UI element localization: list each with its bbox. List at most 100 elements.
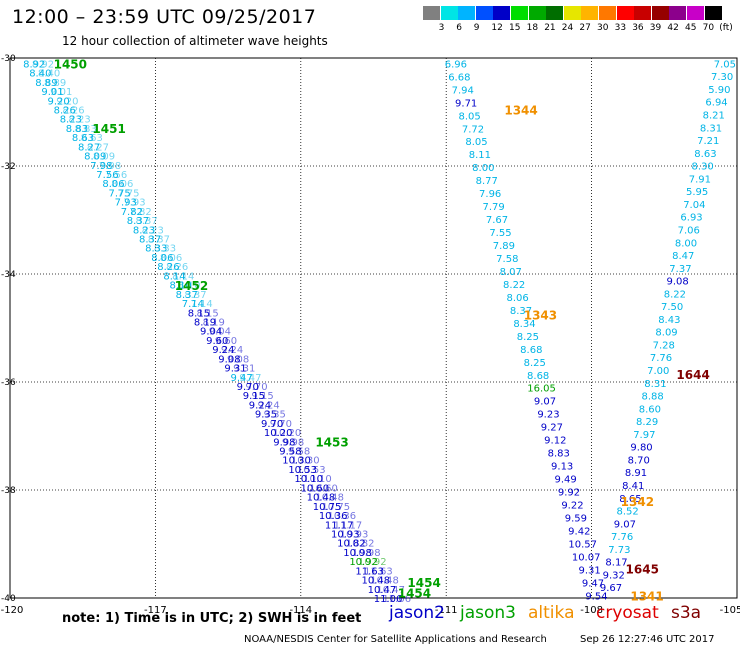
color-swatch (423, 6, 440, 20)
longitude-tick-label: -117 (144, 605, 167, 616)
color-scale-label: 12 (491, 23, 503, 33)
wave-height-value: 11.17 (325, 520, 354, 531)
wave-height-value: 8.21 (703, 111, 725, 122)
color-swatch (440, 6, 458, 20)
color-scale-label: 39 (649, 23, 662, 33)
pass-time-label: 1644 (676, 368, 709, 382)
wave-height-value: 8.15 (188, 308, 210, 319)
wave-height-value: 10.30 (282, 456, 311, 467)
wave-height-value: 10.48 (362, 576, 391, 587)
wave-height-value: 9.60 (215, 336, 237, 347)
wave-height-value: 8.06 (102, 179, 124, 190)
wave-height-value: 8.83 (548, 449, 570, 460)
wave-height-value: 8.88 (642, 392, 664, 403)
wave-height-value: 9.60 (206, 336, 228, 347)
wave-height-value: 7.05 (714, 59, 736, 70)
color-scale-label: 21 (544, 23, 556, 33)
wave-height-value: 10.92 (358, 557, 387, 568)
wave-height-value: 9.47 (582, 578, 604, 589)
wave-height-value: 9.42 (568, 526, 590, 537)
wave-height-value: 10.60 (301, 483, 330, 494)
wave-height-value: 8.37 (510, 306, 532, 317)
wave-height-value: 10.10 (294, 474, 323, 485)
wave-height-value: 8.06 (111, 179, 133, 190)
wave-height-value: 5.95 (686, 187, 708, 198)
wave-height-value: 7.04 (683, 200, 705, 211)
latitude-tick-label: -36 (1, 378, 16, 388)
wave-height-value: 16.05 (527, 384, 556, 395)
note-text: note: 1) Time is in UTC; 2) SWH is in fe… (62, 611, 362, 626)
wave-height-value: 8.68 (520, 345, 542, 356)
wave-height-value: 7.98 (90, 161, 112, 172)
wave-height-value: 5.90 (708, 85, 730, 96)
color-scale-label: 24 (561, 23, 574, 33)
wave-height-value: 9.35 (264, 410, 286, 421)
wave-height-value: 10.48 (315, 493, 344, 504)
wave-height-value: 8.23 (68, 115, 90, 126)
wave-height-value: 8.60 (639, 404, 661, 415)
wave-height-value: 8.23 (60, 115, 82, 126)
wave-height-value: 8.25 (517, 332, 539, 343)
color-swatch (475, 6, 493, 20)
wave-height-value: 7.21 (697, 136, 719, 147)
wave-height-value: 8.07 (500, 267, 522, 278)
wave-height-value: 8.06 (160, 253, 182, 264)
wave-height-value: 9.35 (255, 410, 277, 421)
wave-height-value: 8.43 (658, 315, 680, 326)
wave-height-value: 9.08 (227, 354, 249, 365)
wave-height-value: 9.24 (212, 345, 234, 356)
wave-height-value: 8.26 (157, 262, 179, 273)
color-scale-label: 18 (526, 23, 539, 33)
wave-height-value: 8.40 (38, 69, 60, 80)
wave-height-value: 9.04 (200, 327, 222, 338)
wave-height-value: 7.82 (121, 207, 143, 218)
wave-height-value: 9.04 (209, 327, 231, 338)
wave-height-value: 7.91 (689, 174, 711, 185)
wave-height-value: 7.56 (105, 170, 127, 181)
wave-height-value: 9.13 (551, 462, 573, 473)
wave-height-value: 9.58 (288, 447, 310, 458)
wave-height-value: 9.49 (554, 475, 576, 486)
wave-height-value: 10.36 (319, 511, 348, 522)
wave-height-value: 8.10 (178, 281, 200, 292)
color-swatch (528, 6, 546, 20)
wave-height-value: 8.63 (72, 133, 94, 144)
color-swatch (651, 6, 669, 20)
latitude-tick-label: -32 (1, 162, 16, 172)
wave-height-value: 10.98 (343, 548, 372, 559)
timestamp-text: Sep 26 12:27:46 UTC 2017 (580, 634, 715, 645)
page-subtitle: 12 hour collection of altimeter wave hei… (62, 34, 328, 48)
wave-height-value: 8.40 (29, 69, 51, 80)
wave-height-value: 9.71 (455, 98, 477, 109)
wave-height-value: 9.12 (544, 436, 566, 447)
wave-height-value: 6.96 (445, 59, 467, 70)
wave-height-value: 9.31 (578, 565, 600, 576)
wave-height-value: 8.37 (176, 290, 198, 301)
wave-height-value: 10.53 (288, 465, 317, 476)
longitude-tick-label: -108 (580, 605, 603, 616)
wave-height-value: 10.20 (264, 428, 293, 439)
wave-height-value: 10.82 (346, 539, 375, 550)
wave-height-value: 7.89 (493, 241, 515, 252)
wave-height-value: 8.37 (139, 235, 161, 246)
color-swatch (616, 6, 634, 20)
credit-text: NOAA/NESDIS Center for Satellite Applica… (244, 634, 547, 645)
wave-height-value: 7.75 (117, 188, 139, 199)
color-scale-label: 42 (667, 23, 679, 33)
wave-height-value: 8.83 (75, 124, 97, 135)
wave-height-value: 7.50 (661, 302, 683, 313)
wave-height-value: 9.32 (603, 570, 625, 581)
wave-height-value: 10.57 (568, 539, 597, 550)
wave-height-value: 10.10 (303, 474, 332, 485)
wave-height-value: 8.89 (44, 78, 66, 89)
wave-height-value: 8.33 (154, 244, 176, 255)
wave-height-value: 7.93 (115, 198, 137, 209)
wave-height-value: 8.00 (675, 238, 697, 249)
wave-height-value: 10.48 (370, 576, 399, 587)
wave-height-value: 10.47 (376, 585, 405, 596)
wave-height-value: 9.67 (600, 583, 622, 594)
wave-height-value: 9.98 (273, 437, 295, 448)
color-scale-label: 33 (614, 23, 627, 33)
color-swatch (546, 6, 564, 20)
wave-height-value: 8.27 (78, 142, 100, 153)
